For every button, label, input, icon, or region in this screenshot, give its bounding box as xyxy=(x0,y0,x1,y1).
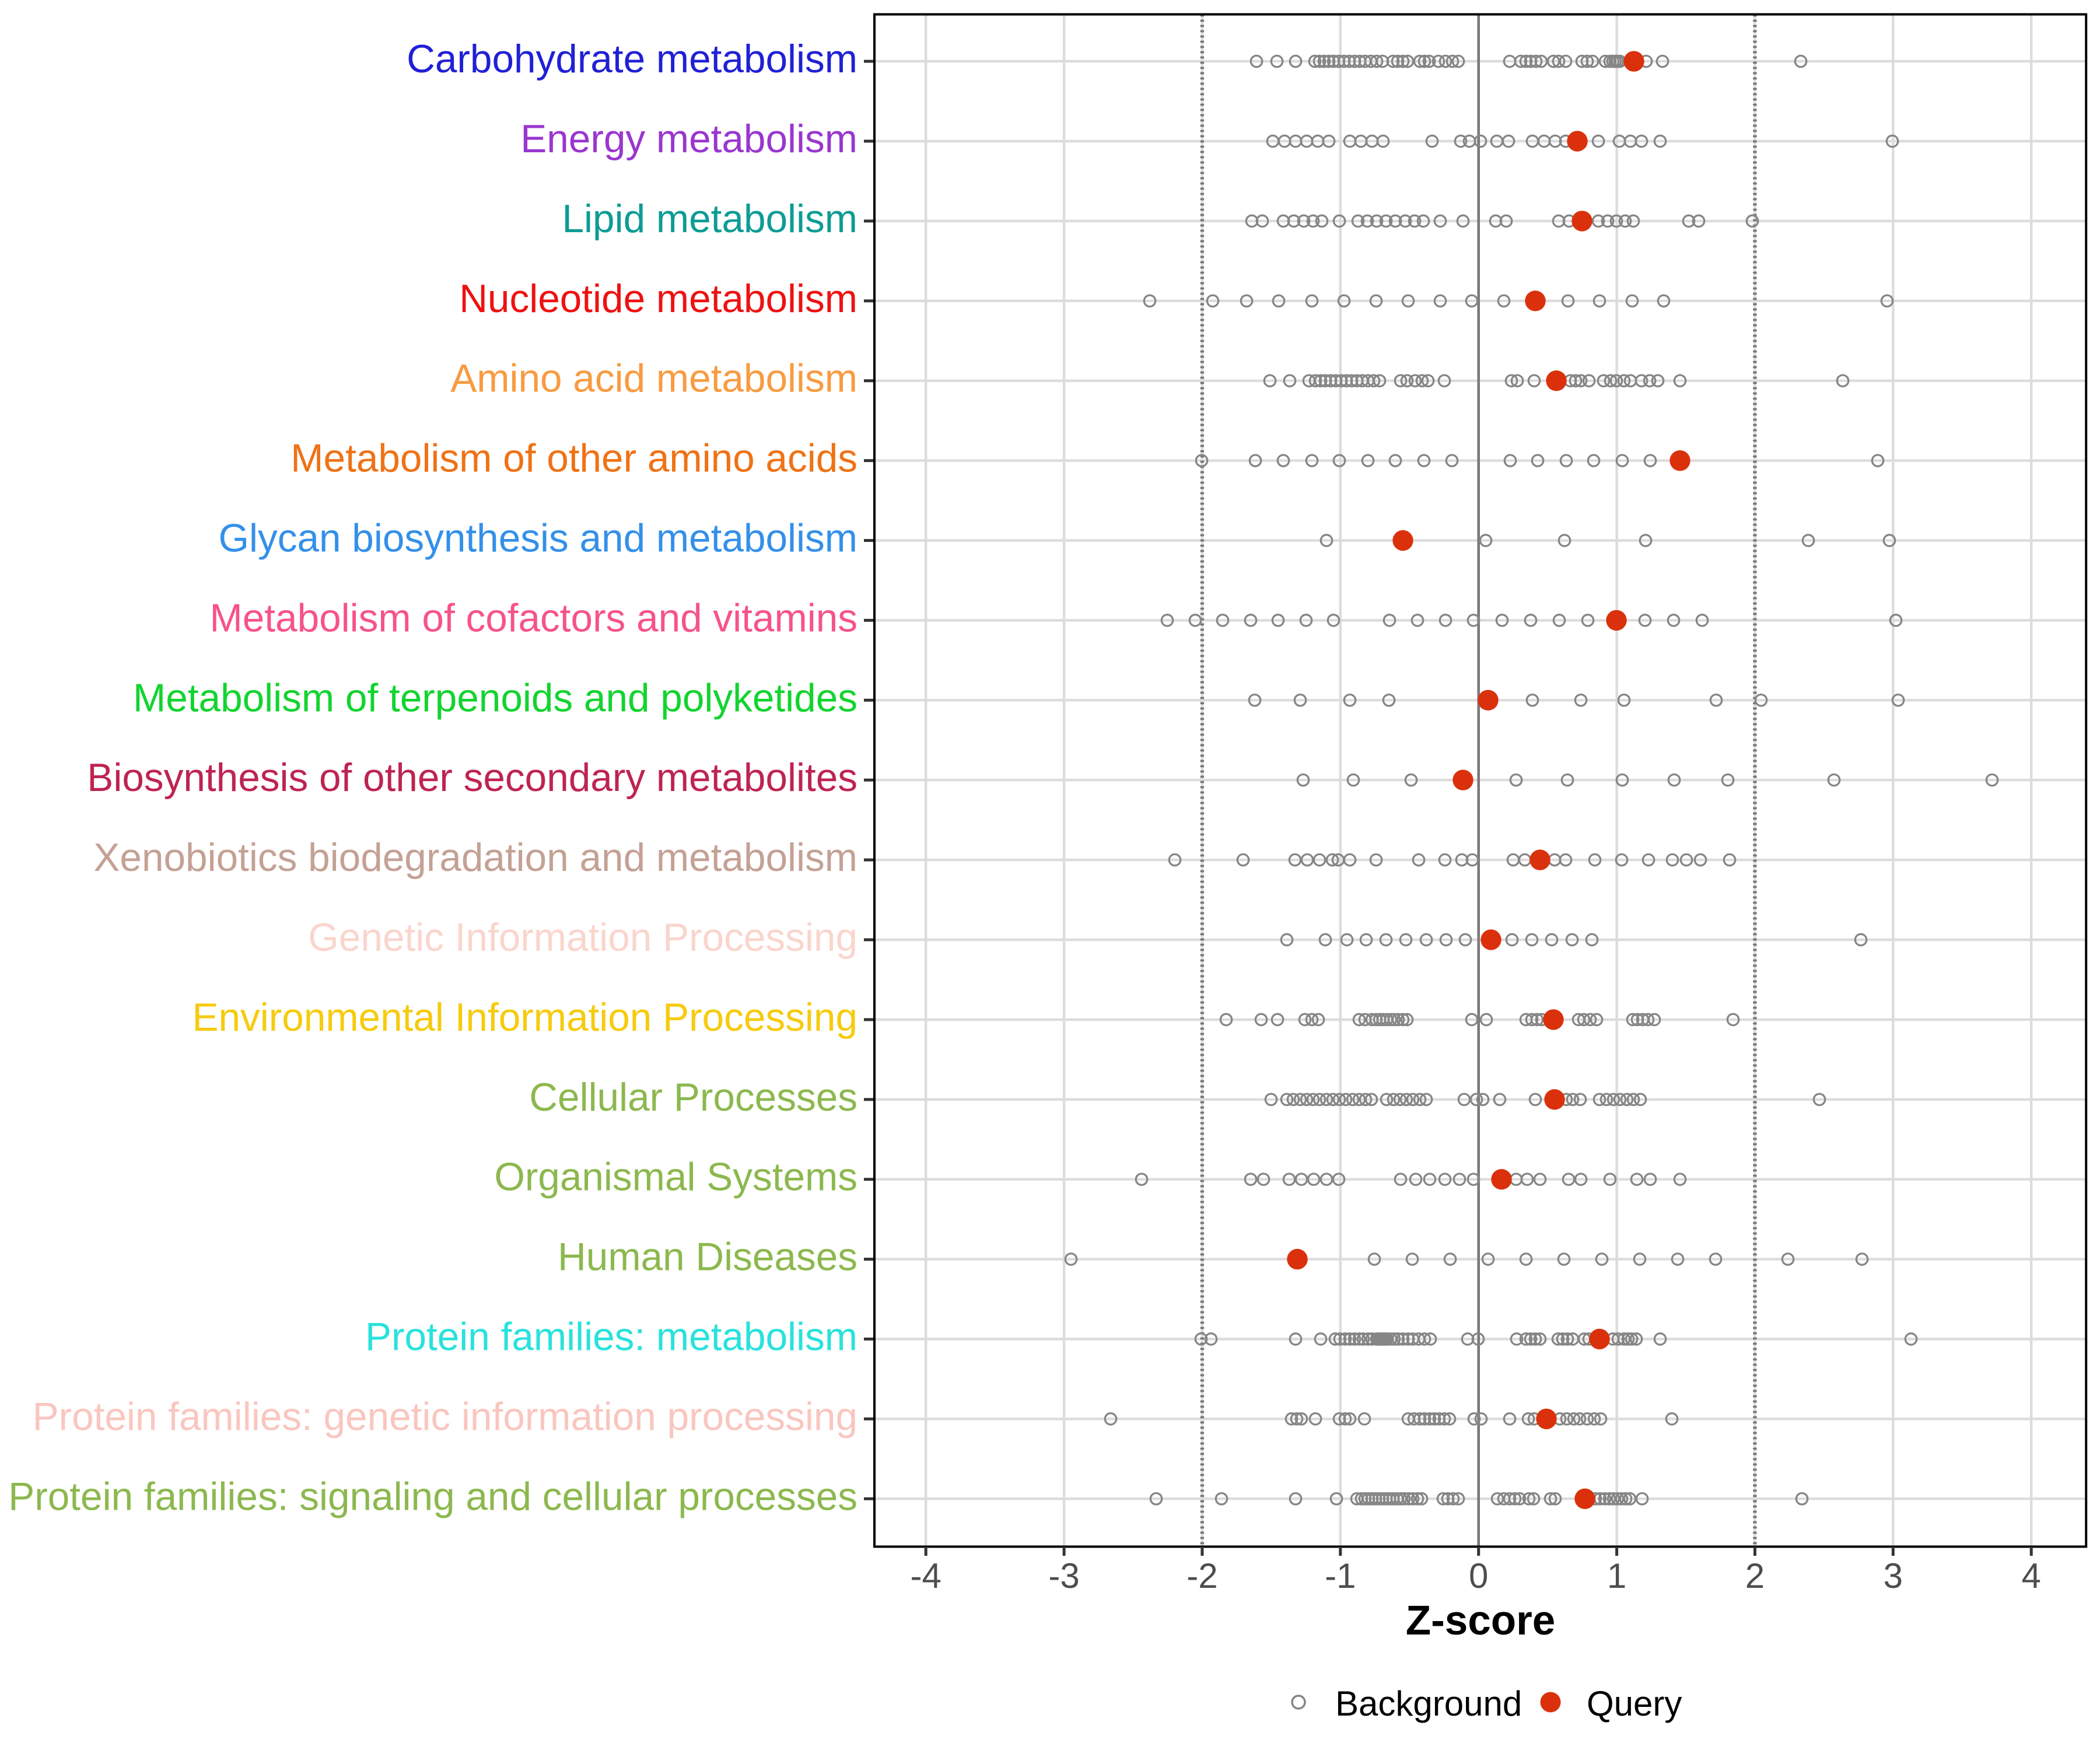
svg-text:4: 4 xyxy=(2022,1556,2041,1595)
svg-text:Amino acid metabolism: Amino acid metabolism xyxy=(450,357,858,401)
svg-text:Lipid metabolism: Lipid metabolism xyxy=(562,197,858,241)
svg-text:-2: -2 xyxy=(1186,1556,1217,1595)
svg-text:Nucleotide metabolism: Nucleotide metabolism xyxy=(459,277,858,321)
svg-text:Genetic Information Processing: Genetic Information Processing xyxy=(308,916,858,960)
svg-text:Xenobiotics biodegradation and: Xenobiotics biodegradation and metabolis… xyxy=(93,836,858,880)
svg-text:-3: -3 xyxy=(1048,1556,1079,1595)
svg-text:Query: Query xyxy=(1587,1684,1682,1723)
svg-text:0: 0 xyxy=(1469,1556,1488,1595)
svg-text:Energy metabolism: Energy metabolism xyxy=(520,117,858,161)
svg-text:2: 2 xyxy=(1745,1556,1765,1595)
svg-text:Cellular Processes: Cellular Processes xyxy=(529,1076,858,1119)
svg-text:Background: Background xyxy=(1335,1684,1522,1723)
svg-text:Protein families: metabolism: Protein families: metabolism xyxy=(365,1315,858,1359)
svg-text:1: 1 xyxy=(1607,1556,1626,1595)
svg-text:Glycan biosynthesis and metabo: Glycan biosynthesis and metabolism xyxy=(218,517,858,561)
svg-text:Human Diseases: Human Diseases xyxy=(558,1236,858,1279)
svg-text:Carbohydrate metabolism: Carbohydrate metabolism xyxy=(407,37,858,81)
svg-text:Z-score: Z-score xyxy=(1406,1598,1555,1644)
svg-text:Environmental Information Proc: Environmental Information Processing xyxy=(192,996,858,1040)
svg-text:Metabolism of cofactors and vi: Metabolism of cofactors and vitamins xyxy=(210,596,858,640)
svg-text:Protein families: signaling an: Protein families: signaling and cellular… xyxy=(8,1475,858,1518)
svg-text:Biosynthesis of other secondar: Biosynthesis of other secondary metaboli… xyxy=(87,756,858,800)
svg-text:-1: -1 xyxy=(1325,1556,1356,1595)
svg-text:Metabolism of terpenoids and p: Metabolism of terpenoids and polyketides xyxy=(133,676,858,720)
svg-text:Organismal Systems: Organismal Systems xyxy=(494,1156,858,1199)
svg-text:Protein families: genetic info: Protein families: genetic information pr… xyxy=(33,1395,858,1438)
svg-text:3: 3 xyxy=(1884,1556,1903,1595)
svg-text:Metabolism of other amino acid: Metabolism of other amino acids xyxy=(290,437,858,481)
svg-text:-4: -4 xyxy=(911,1556,942,1595)
